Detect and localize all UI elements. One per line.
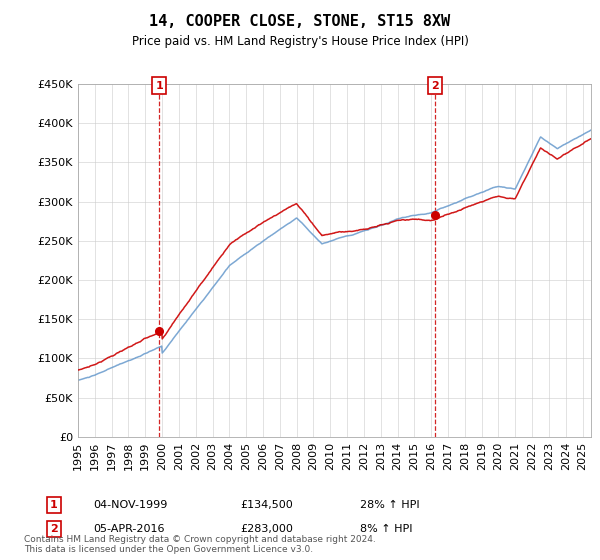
Text: 14, COOPER CLOSE, STONE, ST15 8XW: 14, COOPER CLOSE, STONE, ST15 8XW xyxy=(149,14,451,29)
Text: Price paid vs. HM Land Registry's House Price Index (HPI): Price paid vs. HM Land Registry's House … xyxy=(131,35,469,48)
Text: 1: 1 xyxy=(50,500,58,510)
Text: £134,500: £134,500 xyxy=(240,500,293,510)
Text: 04-NOV-1999: 04-NOV-1999 xyxy=(93,500,167,510)
Text: 1: 1 xyxy=(155,81,163,91)
Text: 2: 2 xyxy=(50,524,58,534)
Text: 28% ↑ HPI: 28% ↑ HPI xyxy=(360,500,419,510)
Text: £283,000: £283,000 xyxy=(240,524,293,534)
Text: 8% ↑ HPI: 8% ↑ HPI xyxy=(360,524,413,534)
Text: Contains HM Land Registry data © Crown copyright and database right 2024.
This d: Contains HM Land Registry data © Crown c… xyxy=(24,535,376,554)
Text: 2: 2 xyxy=(431,81,439,91)
Text: 05-APR-2016: 05-APR-2016 xyxy=(93,524,164,534)
